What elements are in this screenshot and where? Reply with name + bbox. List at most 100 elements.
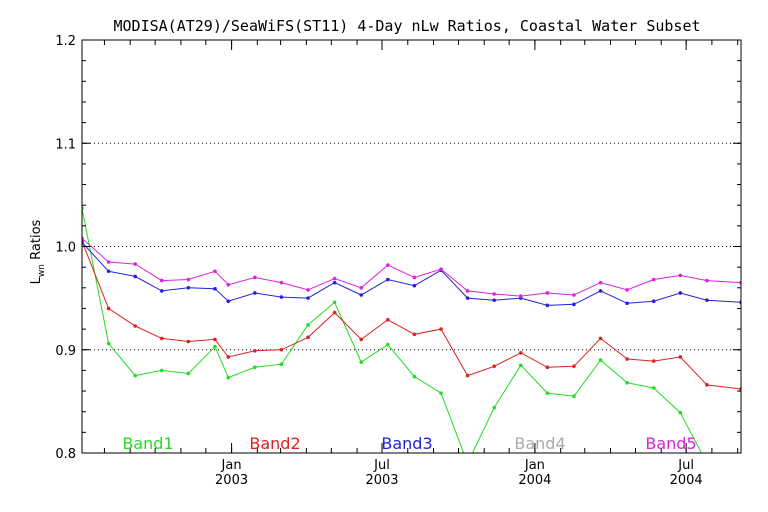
x-tick-label-year: 2003 [215, 473, 248, 488]
data-point-band5 [439, 267, 443, 272]
data-point-band5 [186, 277, 191, 282]
x-tick-label-year: 2003 [365, 473, 398, 488]
data-point-band5 [306, 288, 310, 292]
data-point-band1 [253, 365, 257, 370]
data-point-band3 [572, 302, 576, 307]
y-tick-label: 0.8 [55, 447, 76, 462]
axes: 0.80.91.01.11.2Jan2003Jul2003Jan2004Jul2… [55, 34, 741, 488]
data-point-band2 [213, 337, 217, 342]
data-point-band2 [186, 339, 191, 344]
data-point-band3 [625, 301, 629, 306]
data-point-band2 [518, 351, 523, 355]
data-point-band2 [159, 336, 164, 341]
data-point-band2 [651, 359, 656, 363]
series-line-band5 [82, 237, 741, 297]
data-point-band2 [332, 310, 337, 315]
data-point-band2 [226, 355, 231, 359]
data-point-band1 [545, 391, 550, 395]
data-point-band2 [492, 364, 496, 369]
x-tick-label-year: 2004 [670, 473, 703, 488]
data-point-band3 [213, 287, 217, 291]
data-point-band1 [439, 391, 443, 395]
legend-label-band3: Band3 [381, 434, 432, 453]
legend: Band1 Band2 Band3 Band4 Band5 [122, 434, 696, 453]
data-point-band1 [159, 368, 164, 373]
legend-label-band5: Band5 [645, 434, 696, 453]
data-point-band1 [678, 410, 683, 415]
y-axis-label-sub: wn [37, 264, 47, 277]
data-point-band3 [465, 296, 470, 300]
y-axis-label-rest: Ratios [29, 219, 44, 264]
y-tick-label: 1.0 [55, 241, 76, 256]
data-point-band1 [739, 462, 743, 466]
data-point-band5 [705, 278, 709, 283]
data-point-band1 [651, 386, 656, 390]
legend-label-band1: Band1 [122, 434, 173, 453]
data-point-band2 [545, 365, 550, 370]
data-point-band1 [306, 323, 310, 327]
data-point-band3 [186, 286, 191, 290]
data-point-band1 [705, 462, 709, 466]
data-point-band2 [705, 383, 709, 387]
data-point-band3 [651, 299, 656, 304]
data-point-band5 [386, 263, 390, 267]
data-point-band3 [598, 289, 603, 293]
data-point-band5 [678, 273, 683, 278]
data-point-band3 [306, 296, 310, 300]
data-point-band5 [545, 291, 550, 295]
data-point-band5 [412, 275, 417, 280]
data-point-band3 [226, 299, 231, 304]
data-point-band3 [106, 269, 111, 274]
x-tick-label-month: Jan [524, 458, 545, 473]
series-line-band2 [82, 241, 741, 390]
data-point-band3 [678, 291, 683, 295]
data-point-band3 [545, 303, 550, 308]
data-point-band1 [226, 375, 231, 380]
data-point-band1 [412, 374, 417, 379]
series-layer [82, 206, 743, 466]
data-point-band2 [572, 364, 576, 369]
data-point-band3 [359, 293, 364, 297]
x-tick-label-year: 2004 [518, 473, 551, 488]
data-point-band5 [106, 260, 111, 264]
data-point-band1 [518, 363, 523, 368]
data-point-band3 [253, 291, 257, 295]
data-point-band5 [213, 269, 217, 274]
data-point-band1 [133, 373, 137, 378]
data-point-band5 [572, 293, 576, 297]
data-point-band5 [226, 282, 231, 287]
data-point-band1 [359, 360, 364, 364]
gridlines [82, 142, 741, 351]
data-point-band1 [386, 342, 390, 347]
data-point-band3 [492, 298, 496, 302]
data-point-band1 [279, 362, 284, 367]
data-point-band2 [133, 324, 137, 328]
data-point-band1 [213, 344, 217, 349]
series-line-band1 [82, 208, 703, 453]
data-point-band5 [518, 294, 523, 298]
data-point-band1 [625, 380, 629, 385]
data-point-band5 [651, 277, 656, 282]
data-point-band5 [598, 280, 603, 285]
data-point-band5 [159, 278, 164, 283]
data-point-band3 [279, 295, 284, 299]
data-point-band2 [439, 327, 443, 331]
data-point-band2 [359, 337, 364, 342]
chart-title: MODISA(AT29)/SeaWiFS(ST11) 4-Day nLw Rat… [114, 17, 701, 35]
data-point-band2 [625, 357, 629, 361]
data-point-band2 [678, 355, 683, 359]
data-point-band2 [279, 347, 284, 352]
data-point-band1 [492, 405, 496, 410]
data-point-band5 [332, 276, 337, 281]
data-point-band2 [386, 318, 390, 322]
data-point-band2 [106, 306, 111, 311]
data-point-band5 [492, 292, 496, 296]
data-point-band1 [466, 462, 470, 466]
data-point-band5 [359, 286, 364, 290]
y-axis-label: Lwn Ratios [29, 219, 47, 284]
x-tick-label-month: Jan [221, 458, 242, 473]
y-tick-label: 0.9 [55, 344, 76, 359]
data-point-band2 [306, 335, 310, 340]
data-point-band3 [705, 298, 709, 302]
